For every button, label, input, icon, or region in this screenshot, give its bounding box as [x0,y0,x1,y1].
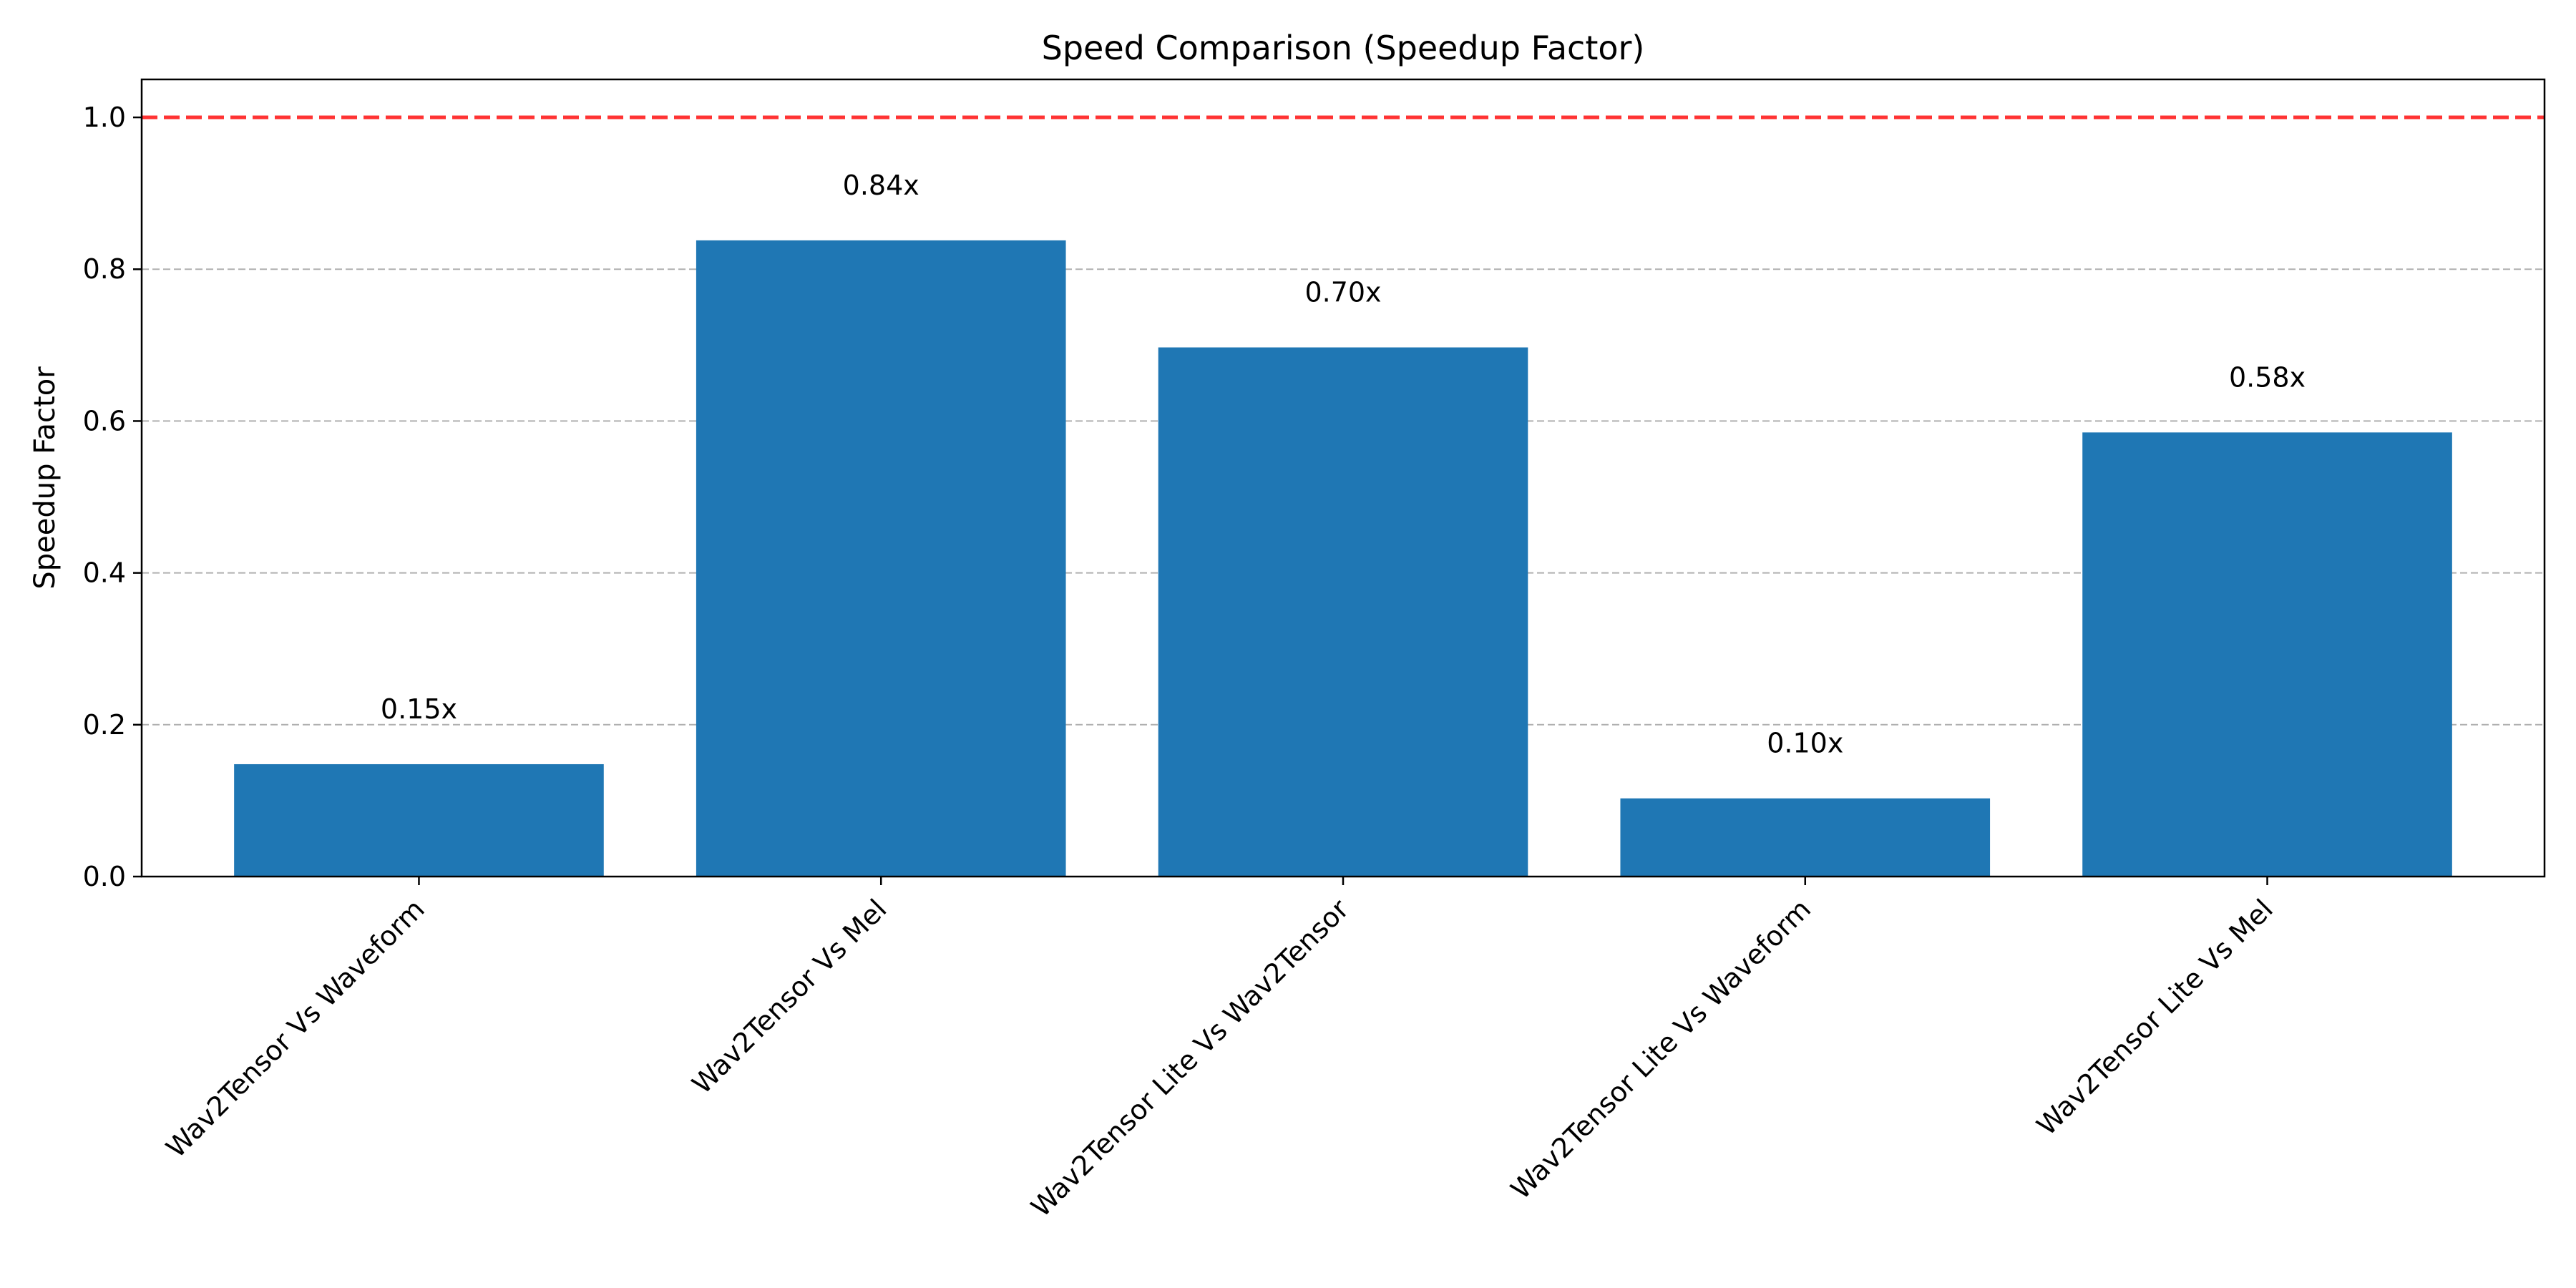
y-tick-label: 0.4 [83,557,126,589]
y-axis-label: Speedup Factor [29,366,62,590]
bar-value-label: 0.84x [843,170,919,201]
bar-value-label: 0.15x [381,693,457,725]
bar-value-label: 0.70x [1304,277,1381,308]
bar [1620,798,1991,877]
bar [1158,347,1528,877]
y-tick-label: 0.0 [83,861,126,892]
y-axis-ticks: 0.0 0.2 0.4 0.6 0.8 1.0 [83,102,142,892]
y-tick-label: 1.0 [83,102,126,133]
y-tick-label: 0.8 [83,253,126,285]
bar-value-label: 0.10x [1767,728,1843,759]
bar [696,240,1066,877]
bars [234,240,2452,877]
chart-title: Speed Comparison (Speedup Factor) [1042,29,1645,67]
bar-value-label: 0.58x [2229,361,2306,393]
data-labels: 0.15x 0.84x 0.70x 0.10x 0.58x [381,170,2306,759]
y-tick-label: 0.6 [83,405,126,436]
bar [234,763,604,877]
y-tick-label: 0.2 [83,709,126,741]
bar [2082,432,2452,877]
